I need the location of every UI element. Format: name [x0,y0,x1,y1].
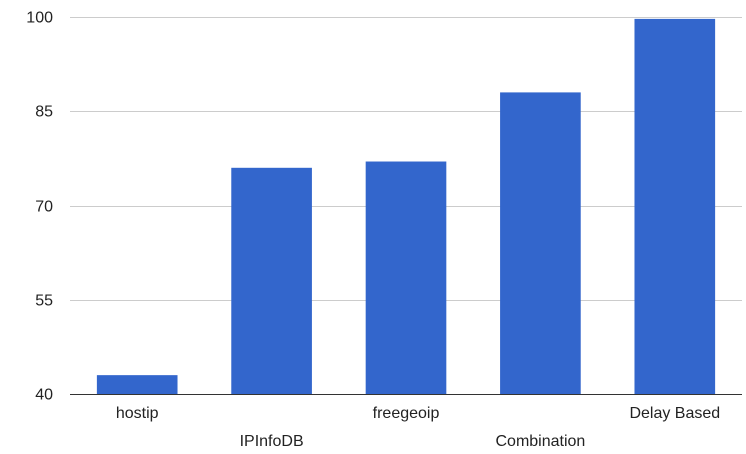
bar [231,167,312,394]
bars [96,18,716,395]
x-tick-label: IPInfoDB [240,433,304,450]
y-tick-label: 70 [35,199,53,216]
y-tick-label: 85 [35,104,53,121]
x-tick-label: hostip [116,405,159,422]
x-axis-tick-labels: hostip IPInfoDB freegeoip Combination Delay … [116,405,720,450]
y-tick-label: 100 [26,10,53,27]
bar [365,161,447,394]
bar [634,18,716,394]
y-tick-label: 40 [35,387,53,404]
y-tick-label: 55 [35,293,53,310]
x-tick-label: Delay Based [629,405,720,422]
bar [500,92,581,395]
y-axis-tick-labels: 40 55 70 85 100 [26,10,53,404]
x-tick-label: freegeoip [373,405,440,422]
bar [96,375,178,394]
x-tick-label: Combination [495,433,585,450]
